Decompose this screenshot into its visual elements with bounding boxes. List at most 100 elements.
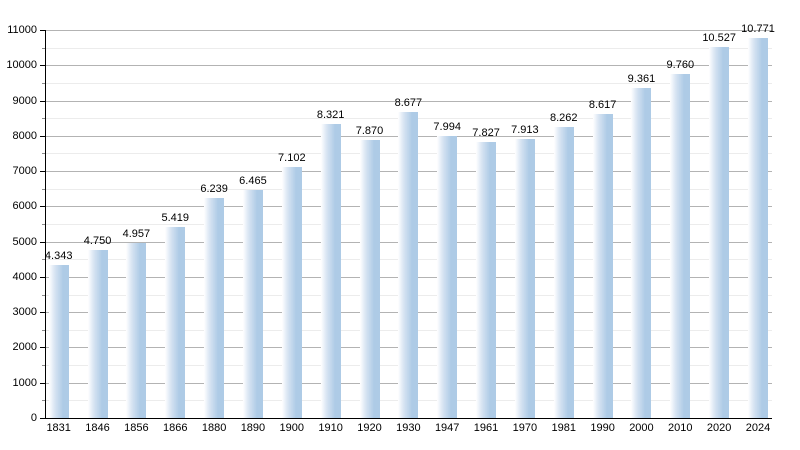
bar — [242, 189, 263, 418]
x-axis-label: 2000 — [629, 422, 654, 434]
y-axis-label: 7000 — [12, 165, 37, 178]
bar — [670, 73, 691, 418]
x-axis-line — [44, 418, 772, 419]
y-axis-minor-tick — [42, 259, 45, 261]
y-axis-minor-tick — [42, 47, 45, 49]
x-axis-label: 2020 — [706, 422, 732, 434]
bar-value-label: 8.677 — [394, 96, 423, 109]
x-axis-label: 1900 — [279, 422, 305, 434]
y-axis-label: 9000 — [12, 94, 37, 107]
bar — [514, 138, 535, 418]
y-axis-minor-tick — [42, 329, 45, 331]
y-axis-minor-tick — [42, 153, 45, 155]
x-axis-label: 1890 — [240, 422, 266, 434]
y-axis-minor-tick — [42, 294, 45, 296]
bar-value-label: 4.343 — [44, 249, 73, 262]
y-axis-line — [45, 30, 46, 419]
y-axis-tick — [40, 135, 45, 137]
bar-value-label: 6.239 — [200, 182, 228, 195]
y-axis-tick — [40, 100, 45, 102]
y-axis-label: 1000 — [12, 376, 37, 389]
y-axis-tick — [40, 206, 45, 208]
bar-value-label: 10.527 — [702, 31, 736, 44]
x-axis-label: 1961 — [473, 422, 499, 434]
bar — [437, 136, 458, 418]
y-axis-tick — [40, 312, 45, 314]
gridline-major — [46, 30, 772, 31]
bar — [592, 114, 613, 418]
bar — [553, 126, 574, 418]
x-axis-label: 2024 — [745, 422, 771, 434]
bar-value-label: 8.321 — [316, 109, 345, 122]
x-axis-label: 2010 — [668, 422, 693, 434]
bar-value-label: 7.913 — [511, 123, 539, 136]
y-axis-tick — [40, 65, 45, 67]
y-axis-label: 8000 — [12, 129, 37, 142]
y-axis-label: 4000 — [12, 270, 37, 283]
y-axis-tick — [40, 171, 45, 173]
bar-value-label: 7.870 — [355, 125, 384, 138]
bar — [748, 38, 768, 418]
bar-value-label: 8.617 — [588, 99, 617, 112]
bar — [165, 226, 186, 418]
bar — [204, 197, 225, 418]
y-axis-label: 11000 — [7, 24, 37, 36]
x-axis-label: 1947 — [434, 422, 460, 434]
gridline-minor — [46, 82, 772, 84]
y-axis-minor-tick — [42, 188, 45, 190]
bar — [87, 250, 108, 418]
x-axis-label: 1856 — [124, 422, 149, 434]
bar — [709, 46, 730, 418]
x-axis-label: 1981 — [551, 422, 576, 434]
y-axis-minor-tick — [42, 82, 45, 84]
y-axis-label: 5000 — [12, 235, 37, 248]
bar-value-label: 9.361 — [627, 72, 656, 85]
y-axis-tick — [40, 241, 45, 243]
x-axis-label: 1866 — [163, 422, 188, 434]
y-axis-minor-tick — [42, 365, 45, 367]
bar-value-label: 4.957 — [122, 228, 151, 241]
bar — [48, 264, 69, 418]
gridline-major — [46, 100, 772, 102]
bar-value-label: 7.102 — [278, 152, 306, 165]
bar — [281, 167, 302, 418]
x-axis-label: 1846 — [85, 422, 110, 434]
x-axis-label: 1910 — [318, 422, 343, 434]
x-axis-label: 1990 — [590, 422, 615, 434]
bar-value-label: 9.760 — [666, 58, 695, 71]
y-axis-label: 6000 — [12, 200, 37, 213]
bar-value-label: 6.465 — [239, 174, 267, 187]
y-axis-tick — [40, 382, 45, 384]
y-axis-minor-tick — [42, 400, 45, 402]
bar — [359, 140, 380, 418]
y-axis-tick — [40, 418, 45, 419]
bar-value-label: 7.827 — [472, 126, 500, 139]
y-axis-label: 2000 — [12, 341, 37, 354]
x-axis-label: 1970 — [512, 422, 538, 434]
x-axis-label: 1831 — [46, 422, 71, 434]
bar-value-label: 7.994 — [433, 121, 461, 134]
bar — [126, 243, 147, 418]
y-axis-minor-tick — [42, 224, 45, 225]
y-axis-tick — [40, 30, 45, 31]
bar — [631, 87, 652, 418]
y-axis-minor-tick — [42, 118, 45, 120]
bar — [476, 141, 497, 418]
bar-value-label: 8.262 — [549, 111, 578, 124]
y-axis-label: 0 — [30, 412, 37, 424]
bar-value-label: 10.771 — [741, 23, 775, 36]
y-axis-label: 10000 — [6, 59, 37, 72]
gridline-major — [46, 65, 772, 67]
x-axis-label: 1920 — [357, 422, 382, 434]
bar-value-label: 4.750 — [83, 235, 112, 248]
bar — [320, 124, 341, 418]
x-axis-label: 1930 — [396, 422, 421, 434]
bar-value-label: 5.419 — [161, 211, 190, 224]
y-axis-tick — [40, 276, 45, 278]
y-axis-tick — [40, 347, 45, 349]
x-axis-label: 1880 — [201, 422, 227, 434]
y-axis-label: 3000 — [12, 306, 37, 319]
gridline-minor — [46, 47, 772, 49]
